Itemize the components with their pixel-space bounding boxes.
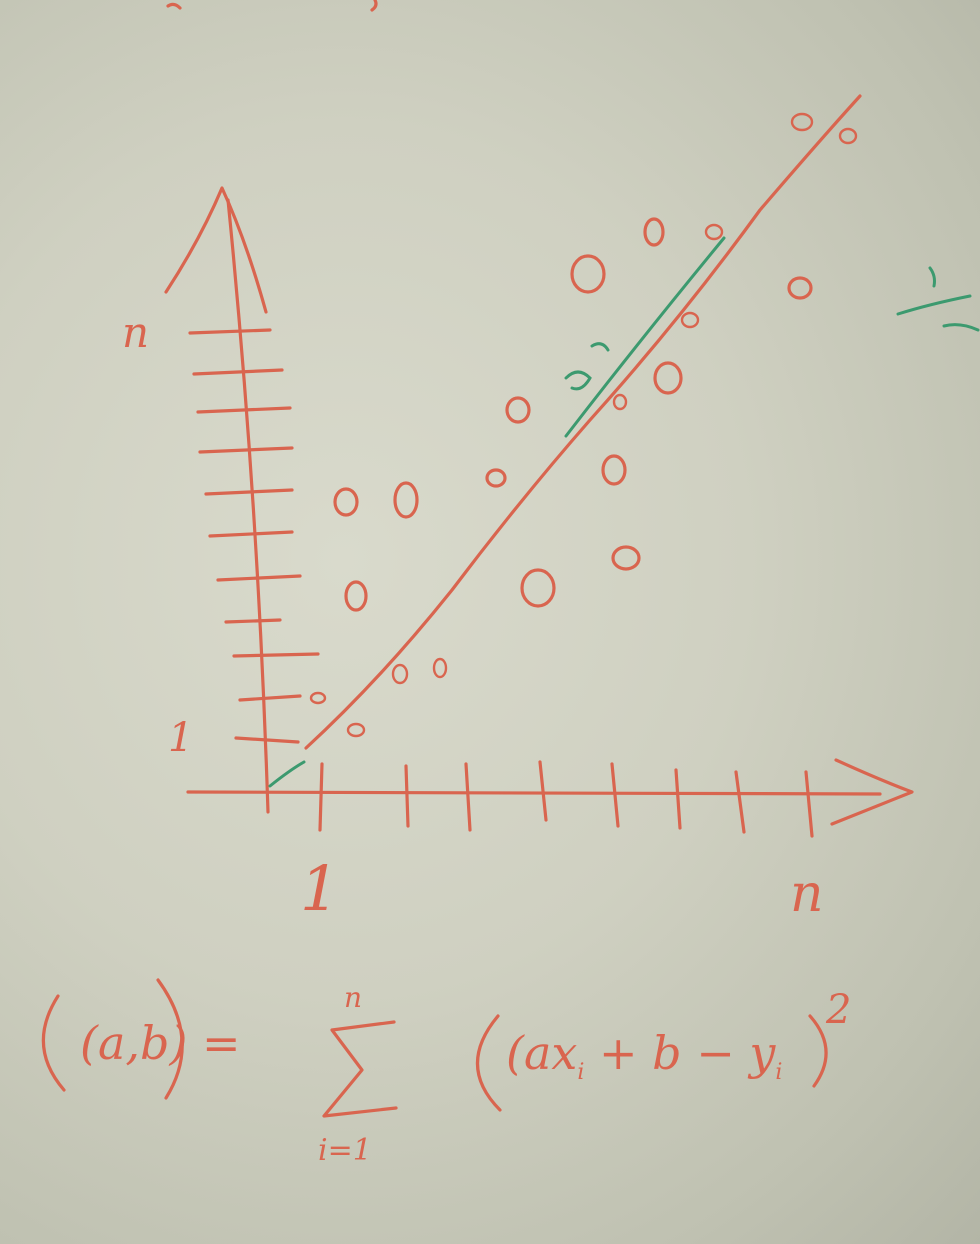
y-axis-top-label: n	[122, 308, 150, 357]
data-point	[787, 276, 813, 300]
data-point	[838, 127, 858, 145]
formula-exponent: 2	[826, 987, 852, 1033]
data-point	[611, 545, 641, 571]
term-left-paren	[475, 1014, 502, 1112]
summation-symbol	[322, 1020, 398, 1118]
green-side-mark	[928, 266, 936, 288]
sum-upper-bound: n	[344, 981, 363, 1014]
x-axis-one-label: 1	[300, 852, 340, 925]
x-axis	[186, 790, 882, 796]
stray-mark	[370, 0, 378, 12]
data-point	[393, 481, 419, 519]
formula-lhs: (a,b) =	[80, 1016, 241, 1070]
green-side-mark	[942, 323, 980, 332]
data-point	[346, 722, 366, 738]
data-point	[643, 217, 665, 247]
data-point	[680, 311, 700, 329]
stray-mark	[166, 2, 182, 10]
data-point	[432, 657, 448, 679]
green-point-mark	[564, 370, 592, 391]
term-right-paren	[808, 1014, 828, 1088]
formula-term: (axi + b − yi	[506, 1026, 783, 1086]
green-stroke	[590, 342, 610, 352]
formula-right-paren	[156, 978, 184, 1100]
data-point	[485, 468, 507, 488]
data-point	[653, 361, 683, 395]
data-point	[520, 568, 556, 608]
green-origin-stroke	[268, 760, 306, 788]
regression-line	[304, 94, 862, 750]
data-points	[309, 112, 858, 738]
data-point	[601, 454, 627, 486]
data-point	[505, 396, 531, 424]
x-axis-arrowhead	[830, 758, 914, 826]
green-side-mark	[896, 294, 972, 316]
x-axis-end-label: n	[790, 864, 824, 924]
sum-lower-bound: i=1	[318, 1133, 372, 1168]
x-axis-ticks	[318, 760, 814, 838]
data-point	[333, 487, 359, 517]
data-point	[570, 254, 606, 294]
data-point	[612, 393, 628, 411]
data-point	[790, 112, 814, 132]
y-axis	[226, 198, 270, 814]
green-line-segment	[564, 236, 726, 438]
y-axis-one-label: 1	[168, 715, 194, 761]
data-point	[391, 663, 409, 685]
data-point	[344, 580, 368, 612]
data-point	[309, 691, 327, 705]
y-axis-arrowhead	[164, 186, 268, 314]
formula-left-paren	[41, 994, 66, 1092]
y-axis-ticks	[188, 328, 320, 744]
data-point	[704, 223, 724, 241]
